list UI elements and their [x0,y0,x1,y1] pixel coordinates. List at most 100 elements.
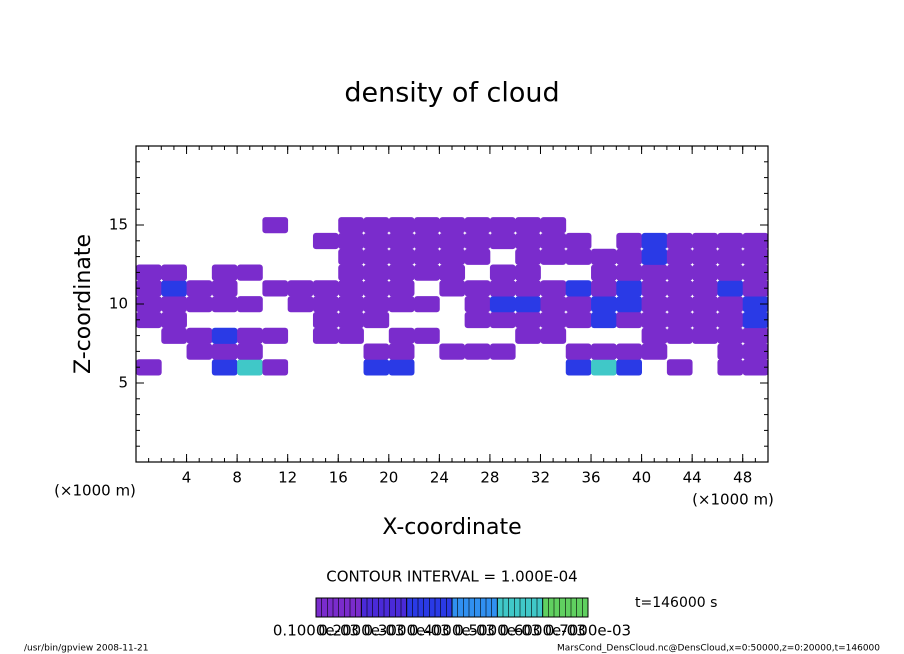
contour-cell [312,232,339,250]
contour-cell [692,311,718,329]
x-tick-label: 4 [182,469,192,487]
contour-cell [489,343,516,360]
contour-cell [666,264,693,281]
contour-cell [616,343,642,360]
contour-cell [641,248,668,265]
colorbar-label: 0.6000e-03 [500,622,586,640]
contour-cell [262,327,289,344]
contour-cell [262,217,289,234]
contour-cell [439,248,466,265]
contour-cell [464,343,491,360]
y-tick-label: 10 [109,295,128,313]
contour-cell [641,343,668,360]
contour-cell [515,264,541,281]
contour-cell [312,311,339,329]
contour-cell [161,327,187,344]
contour-cell [414,264,440,281]
contour-cell [363,359,390,376]
contour-cell [211,296,238,313]
contour-cell [363,280,390,297]
colorbar-label: 0.3000e-03 [364,622,450,640]
contour-cell [414,248,440,265]
contour-cell [717,280,744,297]
contour-cell [742,296,769,313]
contour-cell [742,280,769,297]
contour-cell [692,296,718,313]
contour-cell [742,311,769,329]
x-tick-label: 40 [632,469,651,487]
contour-cell [717,343,744,360]
contour-cell [565,296,592,313]
contour-cell [186,280,213,297]
contour-cell [540,327,567,344]
contour-cell [338,264,364,281]
contour-cell [591,264,617,281]
contour-cell [515,311,541,329]
contour-cell [363,264,390,281]
contour-cell [262,280,289,297]
contour-cell [338,248,364,265]
contour-cell [742,327,769,344]
contour-cell [464,232,491,250]
contour-cell [616,248,642,265]
contour-cell [591,343,617,360]
contour-cell [388,343,415,360]
contour-cell [717,264,744,281]
contour-cell [363,232,390,250]
contour-cell [388,217,415,234]
contour-cell [414,296,440,313]
chart-title: density of cloud [344,78,559,109]
contour-cell [717,327,744,344]
contour-cell [136,359,162,376]
contour-cell [363,248,390,265]
x-axis-label: X-coordinate [382,515,521,540]
contour-cell [565,280,592,297]
contour-cell [591,296,617,313]
contour-cell [211,280,238,297]
contour-cell [414,217,440,234]
contour-cell [439,232,466,250]
contour-cell [692,248,718,265]
contour-cell [161,311,187,329]
contour-cell [641,311,668,329]
contour-cell [641,264,668,281]
contour-cell [591,248,617,265]
contour-cell [641,296,668,313]
contour-cell [338,311,364,329]
contour-cell [489,296,516,313]
y-tick-label: 15 [109,216,128,234]
contour-cell [388,248,415,265]
y-tick-label: 5 [118,374,128,392]
contour-cell [489,232,516,250]
contour-cell [388,232,415,250]
contour-cell [338,232,364,250]
contour-cell [666,248,693,265]
y-axis-label: Z-coordinate [71,234,96,374]
contour-cell [742,343,769,360]
contour-cell [540,248,567,265]
contour-cell [388,359,415,376]
contour-cell [388,296,415,313]
contour-cell [616,359,642,376]
contour-cell [338,296,364,313]
y-unit: (×1000 m) [54,482,136,500]
contour-cell [136,280,162,297]
contour-cell [565,232,592,250]
contour-cell [717,232,744,250]
contour-cell [565,248,592,265]
contour-cell [363,296,390,313]
contour-cell [136,311,162,329]
colorbar-label: 0.5000e-03 [454,622,540,640]
contour-cell [616,232,642,250]
contour-cell [388,264,415,281]
contour-cell [717,359,744,376]
contour-cell [464,248,491,265]
contour-cell [136,264,162,281]
contour-cell [312,280,339,297]
contour-cell [692,232,718,250]
contour-cell [591,311,617,329]
footer-left: /usr/bin/gpview 2008-11-21 [24,644,148,654]
contour-cell [312,327,339,344]
contour-cell [186,327,213,344]
